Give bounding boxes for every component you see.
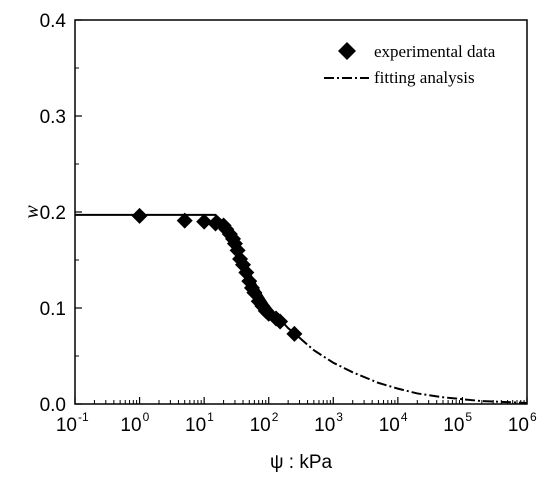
y-tick-label: 0.4 — [40, 11, 67, 32]
fitting-curve-line-tail — [298, 337, 528, 405]
y-axis-title: w — [21, 205, 43, 219]
x-tick-label: 10 — [250, 415, 271, 436]
x-tick-exponent: 0 — [143, 410, 150, 424]
x-axis-ticks: 10 -1 10 0 10 1 10 2 10 3 10 4 10 5 10 6 — [56, 397, 537, 436]
y-tick-label: 0.1 — [40, 299, 66, 320]
legend: experimental data fitting analysis — [324, 42, 496, 87]
x-tick-exponent: 6 — [530, 410, 537, 424]
x-tick-exponent: 3 — [336, 410, 343, 424]
x-tick-exponent: 5 — [465, 410, 472, 424]
data-point — [131, 207, 148, 224]
legend-experimental-label: experimental data — [374, 42, 496, 61]
x-tick-label: 10 — [443, 415, 464, 436]
x-tick-exponent: -1 — [78, 410, 89, 424]
series-layer — [75, 207, 528, 405]
data-point — [272, 313, 289, 330]
x-tick-exponent: 2 — [272, 410, 279, 424]
x-tick-label: 10 — [508, 415, 529, 436]
x-tick-label: 10 — [56, 415, 77, 436]
data-point — [196, 213, 213, 230]
x-tick-exponent: 4 — [401, 410, 408, 424]
x-tick-exponent: 1 — [207, 410, 214, 424]
fitting-curve-line — [75, 213, 301, 339]
legend-fitting-label: fitting analysis — [374, 68, 475, 87]
x-tick-label: 10 — [314, 415, 335, 436]
y-tick-label: 0.3 — [40, 107, 66, 128]
x-axis-title: ψ : kPa — [270, 452, 333, 473]
y-tick-label: 0.0 — [40, 395, 66, 416]
x-tick-label: 10 — [185, 415, 206, 436]
y-tick-label: 0.2 — [40, 203, 66, 224]
x-tick-label: 10 — [379, 415, 400, 436]
y-axis-ticks: 0.0 0.1 0.2 0.3 0.4 — [40, 11, 82, 416]
data-point — [176, 212, 193, 229]
x-tick-label: 10 — [120, 415, 141, 436]
legend-diamond-marker — [338, 42, 356, 60]
data-point — [286, 325, 303, 342]
